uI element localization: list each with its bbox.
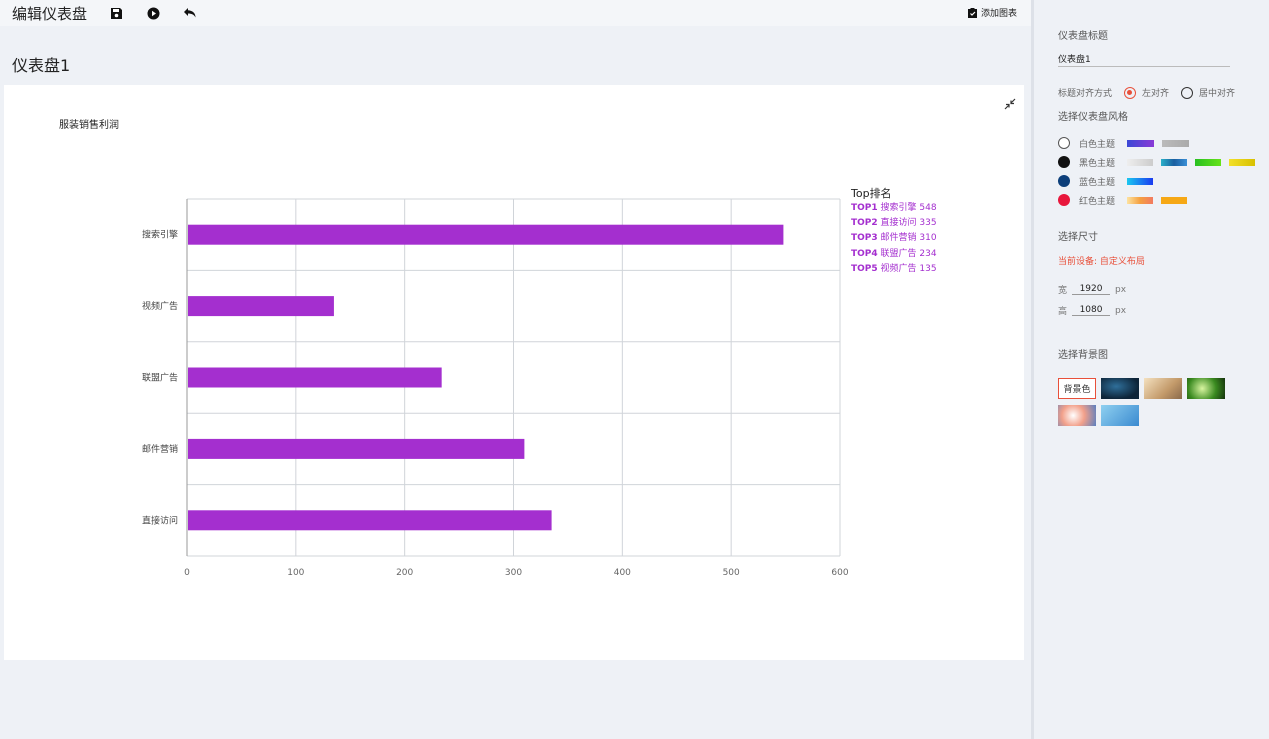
x-tick-label: 100: [287, 568, 304, 578]
theme-name[interactable]: 红色主题: [1079, 196, 1116, 207]
x-tick-label: 300: [505, 568, 522, 578]
theme-swatch[interactable]: [1127, 196, 1153, 204]
theme-blue-row[interactable]: 蓝色主题: [1058, 174, 1161, 188]
theme-white-dot[interactable]: [1058, 137, 1070, 149]
align-label: 标题对齐方式: [1058, 89, 1113, 99]
x-tick-label: 400: [614, 568, 631, 578]
play-icon[interactable]: [145, 5, 161, 21]
width-label: 宽: [1058, 286, 1068, 296]
width-row: 宽 1920 px: [1058, 283, 1126, 296]
align-left-radio[interactable]: [1124, 86, 1137, 99]
theme-swatch[interactable]: [1229, 158, 1255, 166]
x-tick-label: 500: [723, 568, 740, 578]
legend-title: Top排名: [851, 187, 892, 200]
height-input[interactable]: 1080: [1072, 305, 1111, 316]
height-label: 高: [1058, 307, 1068, 317]
bg-thumb-dark-blue[interactable]: [1101, 378, 1139, 399]
theme-swatch[interactable]: [1127, 158, 1153, 166]
add-chart-label: 添加图表: [980, 9, 1017, 19]
y-category-label: 直接访问: [142, 514, 178, 526]
size-setting-label: 选择尺寸: [1058, 232, 1098, 243]
theme-name[interactable]: 蓝色主题: [1079, 177, 1116, 188]
y-category-label: 视频广告: [142, 300, 178, 312]
y-category-label: 邮件营销: [142, 443, 178, 455]
bg-color-button[interactable]: 背景色: [1058, 378, 1096, 399]
bg-setting-label: 选择背景图: [1058, 350, 1108, 361]
legend-item: TOP5 视频广告 135: [851, 263, 937, 274]
dashboard-title: 仪表盘1: [12, 56, 71, 75]
theme-white-row[interactable]: 白色主题: [1058, 136, 1197, 150]
x-tick-label: 600: [831, 568, 848, 578]
theme-blue-dot[interactable]: [1058, 175, 1070, 187]
theme-swatch[interactable]: [1127, 139, 1154, 147]
current-device-text: 当前设备: 自定义布局: [1058, 257, 1145, 267]
theme-swatch[interactable]: [1162, 139, 1189, 147]
settings-panel: 仪表盘标题 标题对齐方式 左对齐 居中对齐 选择仪表盘风格 白色主题 黑色主题 …: [1031, 0, 1269, 739]
width-unit: px: [1115, 284, 1127, 295]
theme-black-row[interactable]: 黑色主题: [1058, 155, 1263, 169]
title-setting-label: 仪表盘标题: [1058, 31, 1108, 42]
align-left-label[interactable]: 左对齐: [1142, 89, 1170, 99]
width-input[interactable]: 1920: [1072, 284, 1111, 295]
bg-thumb-warm-light[interactable]: [1144, 378, 1182, 399]
legend-item: TOP3 邮件营销 310: [851, 233, 937, 244]
bg-thumb-green-leaves[interactable]: [1187, 378, 1225, 399]
align-center-radio[interactable]: [1181, 86, 1194, 99]
theme-red-dot[interactable]: [1058, 194, 1070, 206]
theme-red-row[interactable]: 红色主题: [1058, 193, 1195, 207]
style-setting-label: 选择仪表盘风格: [1058, 112, 1128, 123]
bar: [188, 367, 442, 388]
y-category-label: 搜索引擎: [142, 229, 178, 241]
legend-item: TOP1 搜索引擎 548: [851, 203, 937, 213]
theme-swatch[interactable]: [1195, 158, 1221, 166]
align-center-label[interactable]: 居中对齐: [1199, 89, 1236, 99]
collapse-icon[interactable]: [1004, 95, 1016, 114]
chart-card[interactable]: 0 100 200 300 400 500 600 搜索引擎 视频广告 联盟广告 邮件营销 直接访问 …: [4, 85, 1024, 660]
save-icon[interactable]: [108, 5, 124, 21]
dashboard-title-input[interactable]: [1058, 51, 1230, 67]
bg-thumb-sky-blue[interactable]: [1101, 405, 1139, 426]
title-align-row: 标题对齐方式 左对齐 居中对齐: [1058, 86, 1235, 99]
legend-item: TOP2 直接访问 335: [851, 218, 937, 229]
bar: [188, 510, 552, 531]
clipboard-icon: [967, 7, 977, 18]
toolbar-title: 编辑仪表盘: [12, 4, 88, 23]
undo-icon[interactable]: [182, 5, 198, 21]
theme-swatch[interactable]: [1127, 177, 1153, 185]
top-ranking-legend: Top排名 TOP1 搜索引擎 548 TOP2 直接访问 335 TOP3 邮…: [851, 187, 937, 277]
height-unit: px: [1115, 305, 1127, 316]
y-category-label: 联盟广告: [142, 372, 178, 384]
chart-title: 服装销售利润: [59, 120, 119, 131]
bar: [188, 438, 525, 459]
theme-swatch[interactable]: [1161, 158, 1187, 166]
theme-swatch[interactable]: [1161, 196, 1187, 204]
add-chart-button[interactable]: 添加图表: [967, 6, 1017, 19]
theme-name[interactable]: 黑色主题: [1079, 158, 1116, 169]
bg-thumb-pastel[interactable]: [1058, 405, 1096, 426]
theme-black-dot[interactable]: [1058, 156, 1070, 168]
x-tick-label: 0: [184, 568, 190, 578]
top-toolbar: 编辑仪表盘 添加图表: [0, 0, 1031, 26]
legend-item: TOP4 联盟广告 234: [851, 248, 937, 259]
x-tick-label: 200: [396, 568, 413, 578]
bar: [188, 296, 334, 317]
height-row: 高 1080 px: [1058, 304, 1126, 317]
theme-name[interactable]: 白色主题: [1079, 139, 1116, 150]
bar: [188, 224, 784, 245]
